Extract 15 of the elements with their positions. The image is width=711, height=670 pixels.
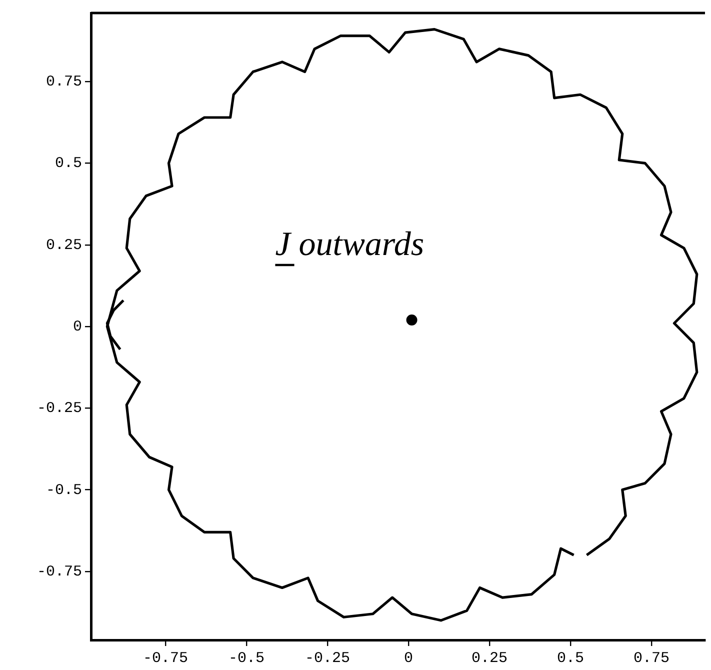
x-tick-label: 0 [404, 650, 414, 667]
y-tick-label: -0.5 [46, 482, 82, 499]
x-tick-label: -0.5 [228, 650, 265, 667]
y-tick-label: -0.25 [36, 400, 82, 418]
annotation: J outwards [275, 226, 424, 264]
x-tick-label: 0.75 [634, 650, 670, 667]
x-tick-label: -0.75 [143, 650, 188, 667]
x-tick-label: 0.25 [472, 650, 508, 667]
x-tick-label: 0.5 [557, 650, 584, 667]
y-tick-label: 0.75 [46, 74, 82, 91]
y-tick-label: 0 [72, 318, 82, 336]
y-tick-label: -0.75 [36, 563, 82, 580]
x-tick-label: -0.25 [305, 650, 350, 667]
y-tick-label: 0.5 [54, 155, 82, 172]
y-tick-label: 0.25 [46, 236, 82, 254]
